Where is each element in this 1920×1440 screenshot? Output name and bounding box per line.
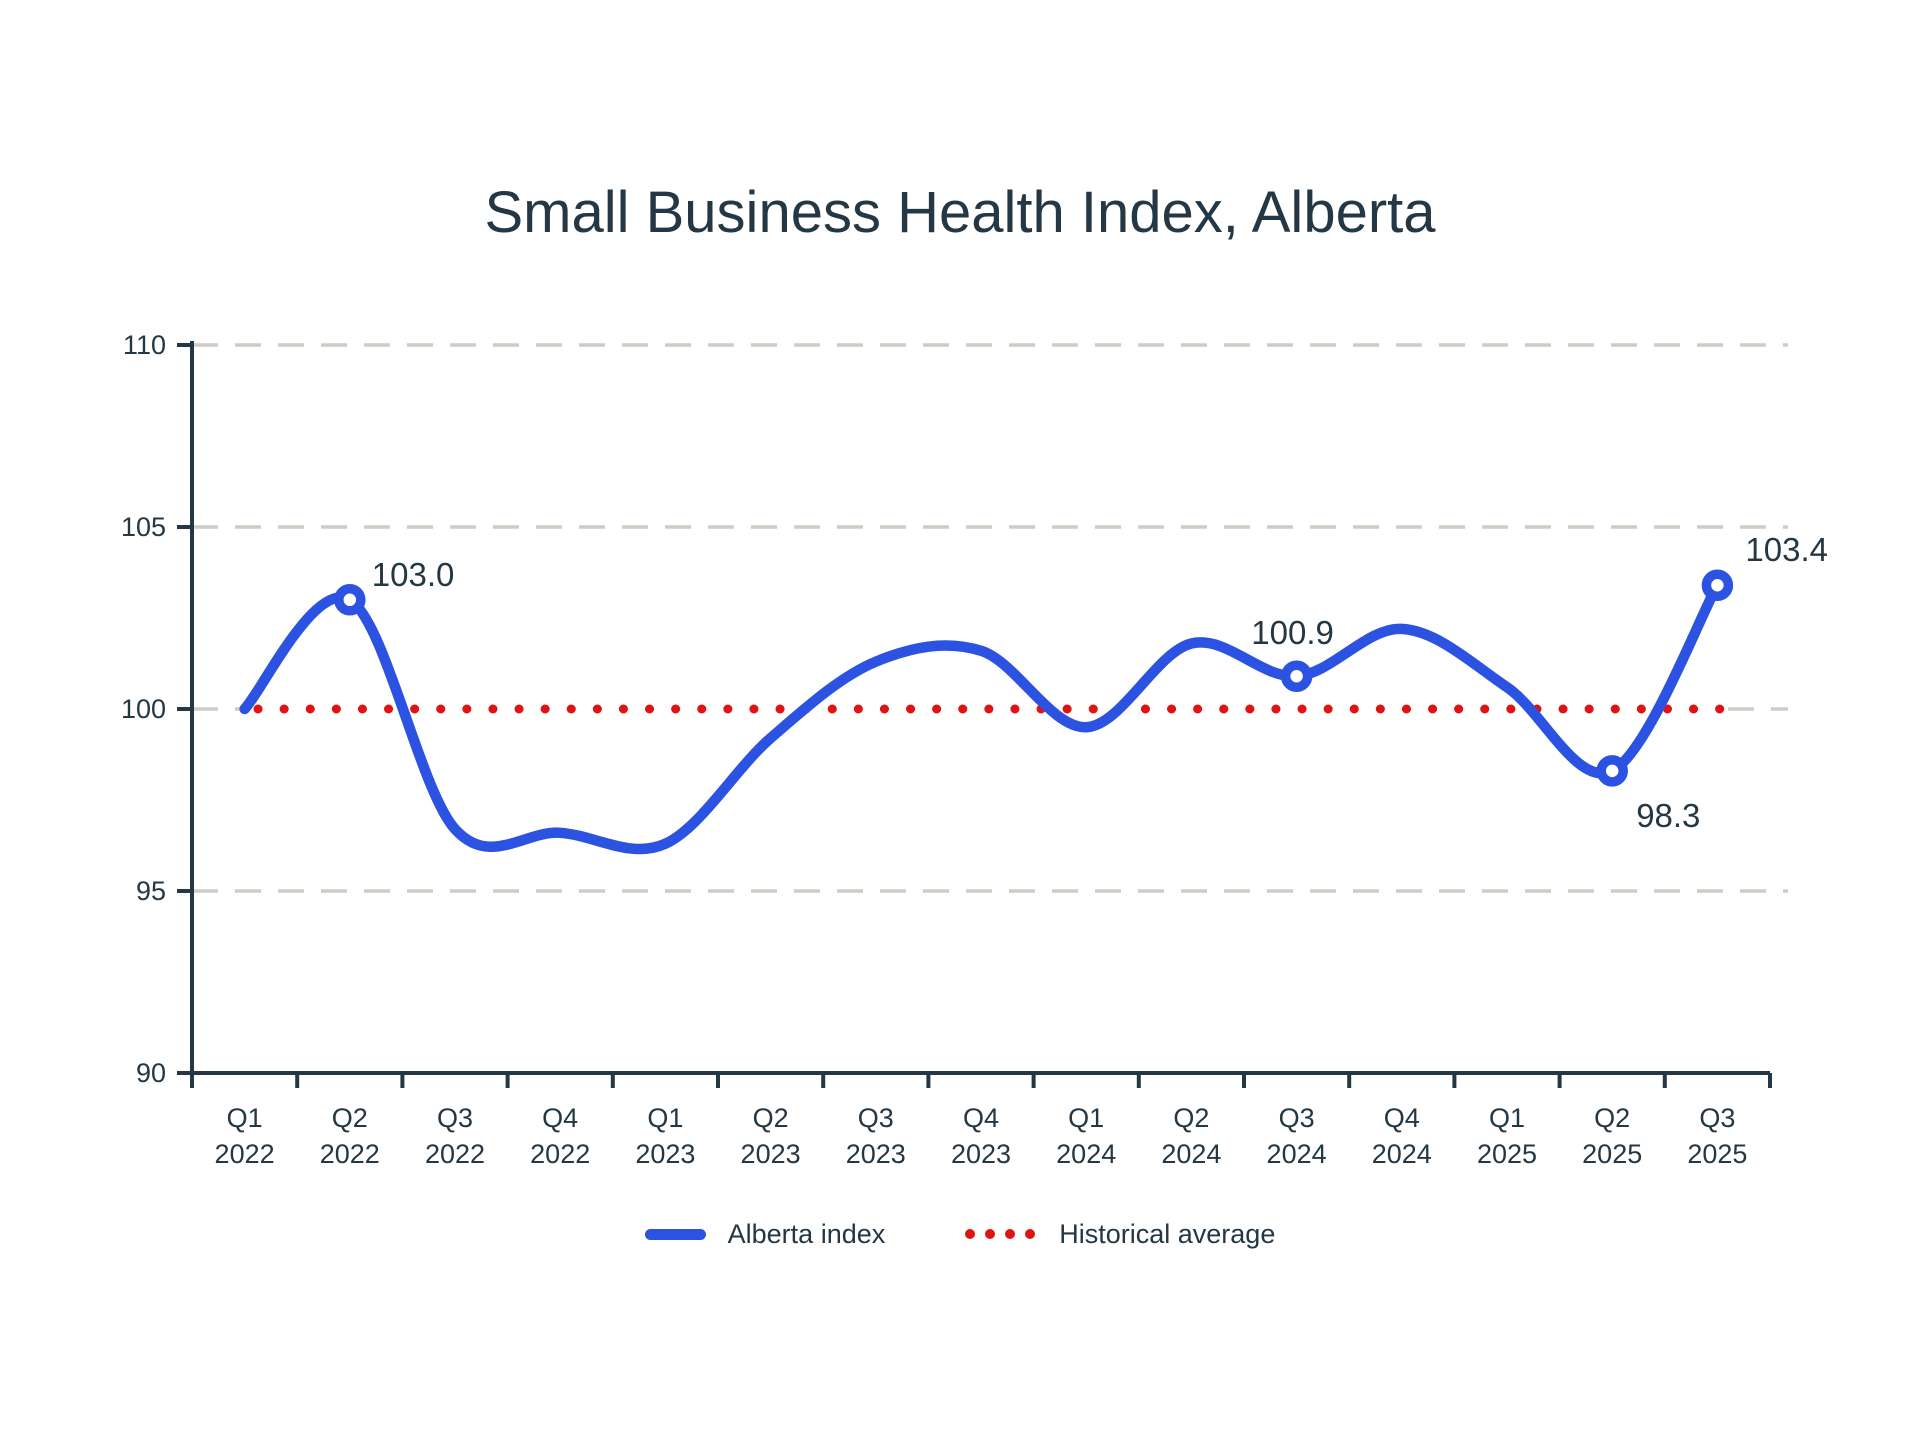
x-axis-label-q1-2025: Q1 <box>1489 1103 1525 1133</box>
data-label-q3-2024: 100.9 <box>1251 614 1334 651</box>
x-axis-label-year-q1-2025: 2025 <box>1477 1139 1537 1169</box>
x-axis-label-q1-2024: Q1 <box>1068 1103 1104 1133</box>
data-label-q2-2022: 103.0 <box>372 556 455 593</box>
y-axis-label-105: 105 <box>121 512 166 542</box>
x-axis-label-q4-2023: Q4 <box>963 1103 999 1133</box>
x-axis-label-year-q2-2023: 2023 <box>741 1139 801 1169</box>
x-axis-label-q3-2025: Q3 <box>1699 1103 1735 1133</box>
x-axis-label-year-q4-2022: 2022 <box>530 1139 590 1169</box>
alberta-index-line <box>239 579 1723 855</box>
alberta-index-line-swatch-icon <box>644 1228 706 1240</box>
data-marker-q2-2025 <box>1596 755 1628 787</box>
x-axis-label-q4-2024: Q4 <box>1384 1103 1420 1133</box>
x-axis-label-year-q4-2024: 2024 <box>1372 1139 1432 1169</box>
x-axis-label-q3-2024: Q3 <box>1279 1103 1315 1133</box>
legend-label-historical-average: Historical average <box>1059 1218 1276 1249</box>
data-marker-q3-2025 <box>1701 569 1734 601</box>
x-axis-label-year-q3-2022: 2022 <box>425 1139 485 1169</box>
chart-title: Small Business Health Index, Alberta <box>484 180 1436 245</box>
x-axis-label-year-q3-2024: 2024 <box>1267 1139 1327 1169</box>
x-axis-label-year-q2-2022: 2022 <box>320 1139 380 1169</box>
x-axis-label-year-q4-2023: 2023 <box>951 1139 1011 1169</box>
x-axis-label-q2-2024: Q2 <box>1173 1103 1209 1133</box>
legend-item-historical-average: Historical average <box>965 1219 1275 1250</box>
x-axis-label-year-q1-2024: 2024 <box>1056 1139 1116 1169</box>
x-axis-label-q2-2023: Q2 <box>753 1103 789 1133</box>
x-axis-label-year-q2-2024: 2024 <box>1161 1139 1221 1169</box>
x-axis-label-year-q1-2022: 2022 <box>215 1139 275 1169</box>
data-label-q2-2025: 98.3 <box>1636 797 1700 834</box>
x-axis-label-year-q2-2025: 2025 <box>1582 1139 1642 1169</box>
legend-item-alberta-index: Alberta index <box>644 1218 886 1250</box>
y-axis-label-110: 110 <box>123 330 166 360</box>
legend: Alberta index Historical average <box>0 1212 1920 1256</box>
y-axis-label-95: 95 <box>136 876 166 906</box>
x-axis-label-year-q3-2023: 2023 <box>846 1139 906 1169</box>
x-axis-label-q4-2022: Q4 <box>542 1103 578 1133</box>
x-axis-label-q1-2023: Q1 <box>647 1103 683 1133</box>
x-axis-label-q3-2023: Q3 <box>858 1103 894 1133</box>
y-axis-label-90: 90 <box>136 1058 166 1088</box>
legend-label-alberta-index: Alberta index <box>727 1218 886 1249</box>
x-axis-label-year-q1-2023: 2023 <box>635 1139 695 1169</box>
data-marker-q2-2022 <box>334 584 366 616</box>
line-chart: 90 95 100 105 110 Q1 2022 Q2 2022 Q3 2022 Q4 2022 Q1 2… <box>121 330 1828 1169</box>
x-axis-label-year-q3-2025: 2025 <box>1687 1139 1747 1169</box>
x-axis-label-q3-2022: Q3 <box>437 1103 473 1133</box>
historical-average-dots-icon <box>965 1229 1036 1239</box>
data-marker-q3-2024 <box>1280 660 1313 692</box>
x-axis-label-q1-2022: Q1 <box>227 1103 263 1133</box>
x-axis-label-q2-2022: Q2 <box>332 1103 368 1133</box>
y-axis-label-100: 100 <box>121 694 166 724</box>
data-label-q3-2025: 103.4 <box>1745 531 1828 568</box>
x-axis-label-q2-2025: Q2 <box>1594 1103 1630 1133</box>
